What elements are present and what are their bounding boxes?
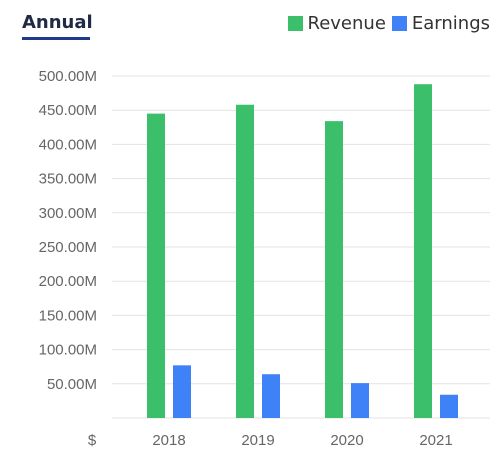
currency-label: $	[88, 432, 97, 449]
earnings-bar	[351, 383, 369, 418]
y-tick-label: 300.00M	[39, 205, 97, 222]
tab-annual[interactable]: Annual	[22, 12, 93, 33]
y-tick-label: 400.00M	[39, 136, 97, 153]
legend-swatch-revenue	[287, 16, 303, 31]
y-tick-label: 450.00M	[39, 102, 97, 119]
y-tick-label: 150.00M	[39, 307, 97, 324]
y-tick-label: 350.00M	[39, 171, 97, 188]
y-tick-label: 100.00M	[39, 342, 97, 359]
x-tick-label: 2021	[419, 432, 452, 449]
y-tick-label: 50.00M	[47, 376, 97, 393]
earnings-bar	[173, 365, 191, 418]
tab-active-underline	[22, 37, 90, 40]
legend-item-revenue[interactable]: Revenue	[287, 13, 386, 34]
y-tick-label: 500.00M	[39, 68, 97, 85]
x-tick-label: 2019	[241, 432, 274, 449]
legend-label-earnings: Earnings	[411, 13, 490, 34]
revenue-bar	[236, 104, 254, 418]
revenue-bar	[414, 84, 432, 418]
earnings-bar	[262, 374, 280, 418]
legend-item-earnings[interactable]: Earnings	[391, 13, 490, 34]
legend-swatch-earnings	[391, 16, 407, 31]
y-tick-label: 250.00M	[39, 239, 97, 256]
x-tick-label: 2018	[152, 432, 185, 449]
legend-label-revenue: Revenue	[307, 13, 386, 34]
revenue-bar	[325, 121, 343, 419]
revenue-bar	[147, 113, 165, 419]
earnings-bar	[440, 394, 458, 418]
x-tick-label: 2020	[330, 432, 363, 449]
chart-legend: Revenue Earnings	[282, 13, 490, 34]
y-tick-label: 200.00M	[39, 273, 97, 290]
